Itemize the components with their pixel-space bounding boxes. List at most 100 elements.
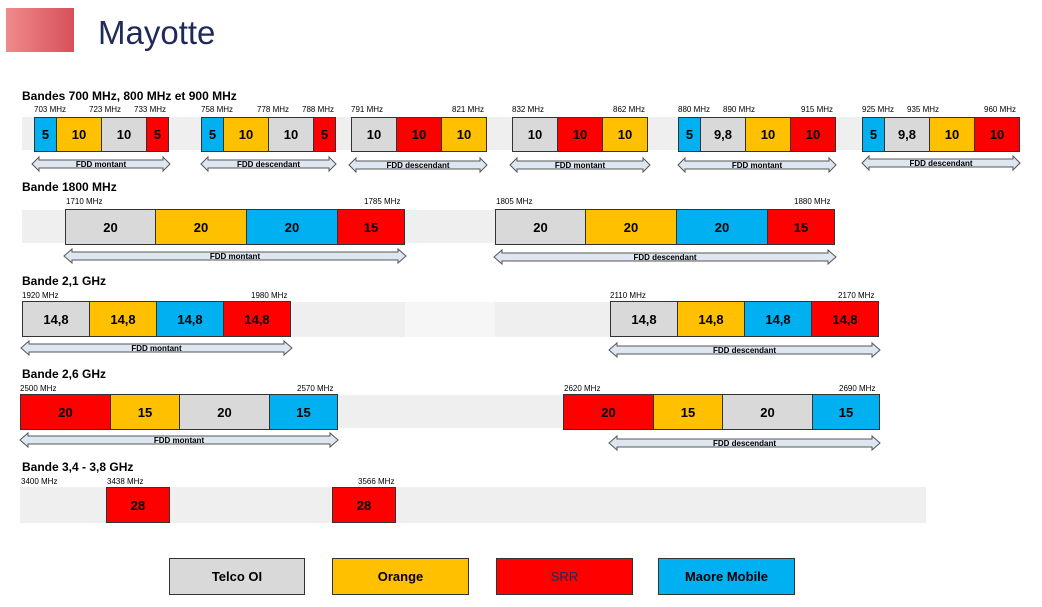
fdd-arrow: FDD descendant <box>608 341 881 359</box>
fdd-arrow: FDD descendant <box>348 156 488 174</box>
segment-srr: 14,8 <box>223 301 291 337</box>
freq-label: 703 MHz <box>34 105 67 114</box>
segment-maore: 5 <box>678 117 701 152</box>
fdd-arrow: FDD descendant <box>608 434 881 452</box>
segment-telco: 20 <box>495 209 586 245</box>
segment-maore: 5 <box>34 117 57 152</box>
fdd-arrow: FDD descendant <box>861 154 1021 172</box>
segment-orange: 20 <box>585 209 677 245</box>
freq-label: 2110 MHz <box>610 291 646 300</box>
freq-label: 2170 MHz <box>838 291 875 300</box>
arrow-label: FDD descendant <box>712 438 777 448</box>
segment-srr: 20 <box>20 394 111 430</box>
freq-label: 1880 MHz <box>794 197 831 206</box>
page-title: Mayotte <box>98 14 216 51</box>
segment-srr: 20 <box>563 394 654 430</box>
freq-label: 2570 MHz <box>297 384 334 393</box>
freq-label: 960 MHz <box>984 105 1017 114</box>
segment-telco: 10 <box>351 117 397 152</box>
arrow-label: FDD montant <box>75 159 127 169</box>
segment-telco: 14,8 <box>22 301 90 337</box>
segment-srr: 10 <box>974 117 1020 152</box>
segment-maore: 15 <box>269 394 338 430</box>
arrow-label: FDD descendant <box>386 160 450 170</box>
arrow-label: FDD descendant <box>236 159 301 169</box>
section-2100: Bande 2,1 GHz <box>22 274 107 288</box>
legend-maore: Maore Mobile <box>658 558 795 595</box>
segment-telco: 14,8 <box>610 301 678 337</box>
freq-label: 1920 MHz <box>22 291 59 300</box>
segment-srr: 10 <box>396 117 442 152</box>
segment-maore: 14,8 <box>156 301 224 337</box>
freq-label: 778 MHz <box>257 105 290 114</box>
band-gap <box>405 302 495 337</box>
segment-orange: 10 <box>441 117 487 152</box>
arrow-label: FDD montant <box>131 343 182 353</box>
freq-label: 2690 MHz <box>839 384 876 393</box>
segment-srr: 28 <box>332 487 396 523</box>
legend-srr: SRR <box>496 558 633 595</box>
arrow-label: FDD descendant <box>712 345 777 355</box>
freq-label: 2620 MHz <box>564 384 601 393</box>
segment-orange: 14,8 <box>677 301 745 337</box>
segment-telco: 20 <box>179 394 270 430</box>
freq-label: 1980 MHz <box>251 291 288 300</box>
freq-label: 791 MHz <box>351 105 384 114</box>
freq-label: 890 MHz <box>723 105 756 114</box>
segment-telco: 20 <box>722 394 813 430</box>
freq-label: 925 MHz <box>862 105 895 114</box>
segment-srr: 5 <box>146 117 169 152</box>
segment-orange: 20 <box>155 209 247 245</box>
segment-orange: 10 <box>56 117 102 152</box>
freq-label: 1710 MHz <box>66 197 103 206</box>
fdd-arrow: FDD montant <box>19 431 339 449</box>
segment-srr: 10 <box>557 117 603 152</box>
segment-telco: 10 <box>101 117 147 152</box>
freq-label: 1805 MHz <box>496 197 533 206</box>
segment-orange: 14,8 <box>89 301 157 337</box>
freq-label: 733 MHz <box>134 105 167 114</box>
segment-orange: 15 <box>653 394 723 430</box>
freq-label: 3438 MHz <box>107 477 144 486</box>
freq-label: 2500 MHz <box>20 384 57 393</box>
arrow-label: FDD montant <box>554 160 606 170</box>
section-700-800-900: Bandes 700 MHz, 800 MHz et 900 MHz <box>22 89 237 103</box>
section-1800: Bande 1800 MHz <box>22 180 117 194</box>
fdd-arrow: FDD descendant <box>200 155 337 173</box>
segment-srr: 14,8 <box>811 301 879 337</box>
legend-telco: Telco OI <box>169 558 305 595</box>
segment-maore: 5 <box>201 117 224 152</box>
freq-label: 915 MHz <box>801 105 834 114</box>
freq-label: 832 MHz <box>512 105 545 114</box>
segment-telco: 9,8 <box>884 117 930 152</box>
segment-srr: 15 <box>337 209 405 245</box>
segment-telco: 10 <box>512 117 558 152</box>
fdd-arrow: FDD montant <box>509 156 651 174</box>
section-2600: Bande 2,6 GHz <box>22 367 107 381</box>
arrow-label: FDD descendant <box>633 252 697 262</box>
segment-maore: 20 <box>246 209 338 245</box>
arrow-label: FDD montant <box>209 251 261 261</box>
freq-label: 788 MHz <box>302 105 335 114</box>
segment-orange: 10 <box>929 117 975 152</box>
segment-telco: 9,8 <box>700 117 746 152</box>
freq-label: 880 MHz <box>678 105 711 114</box>
freq-label: 821 MHz <box>452 105 485 114</box>
title-decoration <box>6 8 74 52</box>
fdd-arrow: FDD descendant <box>493 248 837 266</box>
segment-srr: 28 <box>106 487 170 523</box>
band-background <box>20 487 926 523</box>
segment-srr: 10 <box>790 117 836 152</box>
freq-label: 1785 MHz <box>364 197 401 206</box>
fdd-arrow: FDD montant <box>20 339 293 357</box>
segment-orange: 10 <box>745 117 791 152</box>
segment-srr: 5 <box>313 117 336 152</box>
segment-maore: 20 <box>676 209 768 245</box>
segment-telco: 10 <box>268 117 314 152</box>
arrow-label: FDD montant <box>153 435 205 445</box>
fdd-arrow: FDD montant <box>63 247 407 265</box>
freq-label: 3400 MHz <box>21 477 58 486</box>
freq-label: 758 MHz <box>201 105 234 114</box>
segment-orange: 10 <box>223 117 269 152</box>
segment-maore: 14,8 <box>744 301 812 337</box>
